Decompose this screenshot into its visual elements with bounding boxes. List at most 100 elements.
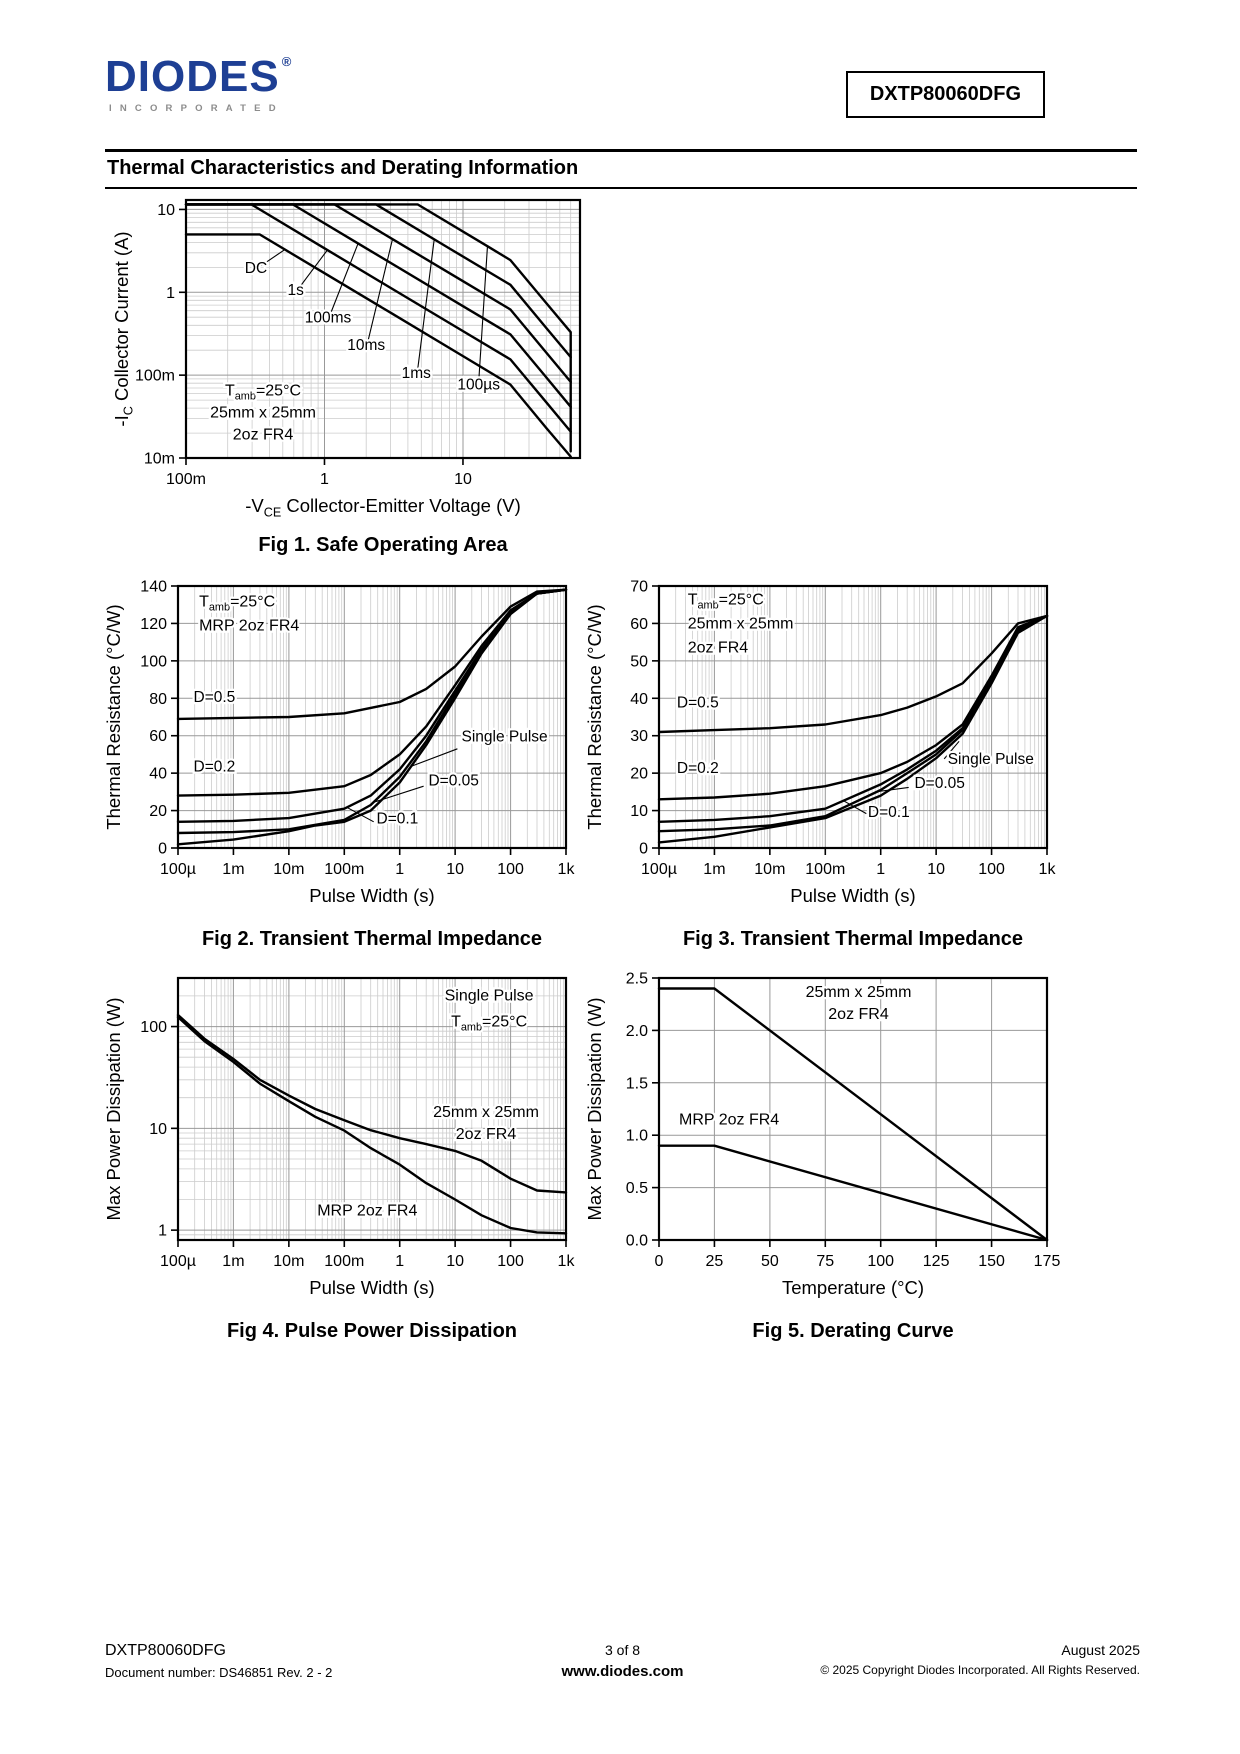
svg-text:120: 120: [140, 616, 167, 633]
part-number: DXTP80060DFG: [869, 83, 1021, 105]
svg-text:100m: 100m: [324, 861, 364, 878]
svg-text:1: 1: [166, 285, 175, 302]
svg-text:70: 70: [630, 579, 648, 596]
svg-text:100ms: 100ms: [305, 310, 352, 327]
svg-text:100µs: 100µs: [457, 377, 500, 394]
page-footer: DXTP80060DFG Document number: DS46851 Re…: [105, 1642, 1140, 1702]
svg-text:75: 75: [816, 1253, 834, 1270]
svg-text:100µ: 100µ: [160, 1253, 196, 1270]
svg-text:0.0: 0.0: [626, 1233, 648, 1250]
svg-text:1ms: 1ms: [402, 365, 432, 382]
figure-safe-operating-area: 100m 1 10 10m 100m 1 10 -VCE Collector-Emitter …: [98, 190, 598, 557]
figure-caption: Fig 1. Safe Operating Area: [258, 534, 508, 556]
registered-mark-icon: ®: [281, 54, 293, 69]
svg-text:1k: 1k: [558, 1253, 576, 1270]
svg-text:10: 10: [149, 1121, 167, 1138]
section-title: Thermal Characteristics and Derating Inf…: [107, 157, 579, 179]
svg-text:D=0.1: D=0.1: [377, 811, 419, 828]
svg-text:175: 175: [1034, 1253, 1061, 1270]
svg-text:1: 1: [395, 1253, 404, 1270]
svg-text:1k: 1k: [1039, 861, 1057, 878]
svg-text:1m: 1m: [703, 861, 725, 878]
svg-text:10: 10: [927, 861, 945, 878]
soa-chart: 100m 1 10 10m 100m 1 10 -VCE Collector-Emitter …: [111, 198, 582, 520]
svg-text:MRP 2oz FR4: MRP 2oz FR4: [679, 1112, 779, 1129]
footer-copyright: © 2025 Copyright Diodes Incorporated. Al…: [820, 1663, 1140, 1677]
pulse-power-dissipation-chart: 100µ 1m 10m 100m 1 10 100 1k 1 10 100 Pulse Width (…: [103, 976, 576, 1298]
svg-text:1k: 1k: [558, 861, 576, 878]
svg-text:1: 1: [158, 1223, 167, 1240]
svg-text:150: 150: [978, 1253, 1005, 1270]
figure-caption: Fig 5. Derating Curve: [752, 1320, 954, 1342]
svg-text:20: 20: [630, 766, 648, 783]
svg-text:25mm x 25mm: 25mm x 25mm: [688, 616, 794, 633]
figure-transient-thermal-impedance-25mm: 100µ 1m 10m 100m 1 10 100 1k 0 10 20 30 40 50 60 70 Puls…: [577, 574, 1062, 951]
footer-left: DXTP80060DFG Document number: DS46851 Re…: [105, 1642, 332, 1680]
svg-text:10: 10: [446, 861, 464, 878]
svg-text:1.0: 1.0: [626, 1128, 648, 1145]
svg-text:1m: 1m: [222, 1253, 244, 1270]
svg-text:40: 40: [630, 691, 648, 708]
svg-text:100: 100: [497, 1253, 524, 1270]
svg-text:125: 125: [923, 1253, 950, 1270]
svg-text:D=0.2: D=0.2: [677, 760, 719, 777]
svg-text:Pulse Width (s): Pulse Width (s): [790, 885, 915, 906]
part-number-box: DXTP80060DFG: [845, 71, 1045, 118]
svg-text:60: 60: [149, 728, 167, 745]
svg-text:0: 0: [639, 841, 648, 858]
figure-caption: Fig 4. Pulse Power Dissipation: [226, 1320, 518, 1342]
svg-text:D=0.1: D=0.1: [868, 804, 910, 821]
logo-wordmark: DIODES ®: [105, 55, 292, 99]
svg-text:0: 0: [655, 1253, 664, 1270]
svg-text:Single Pulse: Single Pulse: [948, 751, 1034, 768]
svg-text:100: 100: [497, 861, 524, 878]
svg-text:100m: 100m: [805, 861, 845, 878]
footer-right: August 2025 © 2025 Copyright Diodes Inco…: [820, 1642, 1140, 1677]
svg-text:10m: 10m: [144, 451, 175, 468]
footer-website-link[interactable]: www.diodes.com: [561, 1663, 684, 1680]
svg-text:50: 50: [630, 653, 648, 670]
svg-text:100m: 100m: [324, 1253, 364, 1270]
svg-text:D=0.2: D=0.2: [194, 758, 236, 775]
svg-text:25mm x 25mm: 25mm x 25mm: [433, 1104, 539, 1121]
svg-text:Tamb=25°C: Tamb=25°C: [199, 594, 275, 614]
svg-text:D=0.5: D=0.5: [677, 695, 719, 712]
figure-derating-curve: 0 25 50 75 100 125 150 175 0.0 0.5 1.0 1.5 2.0 2.5 Tem…: [577, 966, 1062, 1343]
svg-text:D=0.05: D=0.05: [428, 772, 478, 789]
svg-text:10m: 10m: [273, 861, 304, 878]
svg-text:100: 100: [140, 1019, 167, 1036]
section-title-bar: Thermal Characteristics and Derating Inf…: [105, 149, 1137, 189]
svg-text:25: 25: [706, 1253, 724, 1270]
svg-text:40: 40: [149, 766, 167, 783]
svg-text:0.5: 0.5: [626, 1180, 648, 1197]
svg-text:-IC Collector Current (A): -IC Collector Current (A): [111, 231, 136, 426]
svg-text:Single Pulse: Single Pulse: [445, 988, 534, 1005]
svg-text:1: 1: [395, 861, 404, 878]
svg-text:Pulse Width (s): Pulse Width (s): [309, 885, 434, 906]
transient-thermal-impedance-25mm-chart: 100µ 1m 10m 100m 1 10 100 1k 0 10 20 30 40 50 60 70 Puls…: [584, 579, 1057, 907]
svg-text:80: 80: [149, 691, 167, 708]
svg-text:1: 1: [320, 471, 329, 488]
svg-text:DC: DC: [245, 260, 267, 277]
svg-text:60: 60: [630, 616, 648, 633]
svg-text:1.5: 1.5: [626, 1075, 648, 1092]
svg-text:100: 100: [978, 861, 1005, 878]
svg-text:Temperature (°C): Temperature (°C): [782, 1277, 924, 1298]
svg-text:140: 140: [140, 579, 167, 596]
svg-text:Pulse Width (s): Pulse Width (s): [309, 1277, 434, 1298]
svg-text:10m: 10m: [754, 861, 785, 878]
svg-text:Tamb=25°C: Tamb=25°C: [451, 1014, 527, 1034]
svg-text:Tamb=25°C: Tamb=25°C: [225, 382, 301, 402]
logo-subtitle: INCORPORATED: [109, 103, 284, 114]
page-header: DIODES ® INCORPORATED DXTP80060DFG: [105, 55, 1140, 145]
svg-text:Max Power Dissipation (W): Max Power Dissipation (W): [584, 997, 605, 1220]
figure-caption: Fig 3. Transient Thermal Impedance: [682, 928, 1024, 950]
transient-thermal-impedance-mrp-chart: 100µ 1m 10m 100m 1 10 100 1k 0 20 40 60 80 100 120 140 P…: [103, 579, 576, 907]
svg-text:10: 10: [630, 803, 648, 820]
svg-text:2oz FR4: 2oz FR4: [456, 1126, 517, 1143]
derating-curve-chart: 0 25 50 75 100 125 150 175 0.0 0.5 1.0 1.5 2.0 2.5 Tem…: [584, 971, 1061, 1299]
figure-caption: Fig 2. Transient Thermal Impedance: [201, 928, 543, 950]
svg-text:2oz FR4: 2oz FR4: [688, 640, 749, 657]
svg-text:0: 0: [158, 841, 167, 858]
svg-text:100: 100: [140, 653, 167, 670]
